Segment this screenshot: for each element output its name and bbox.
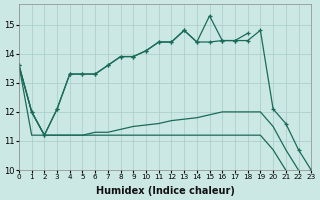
X-axis label: Humidex (Indice chaleur): Humidex (Indice chaleur) [96,186,235,196]
